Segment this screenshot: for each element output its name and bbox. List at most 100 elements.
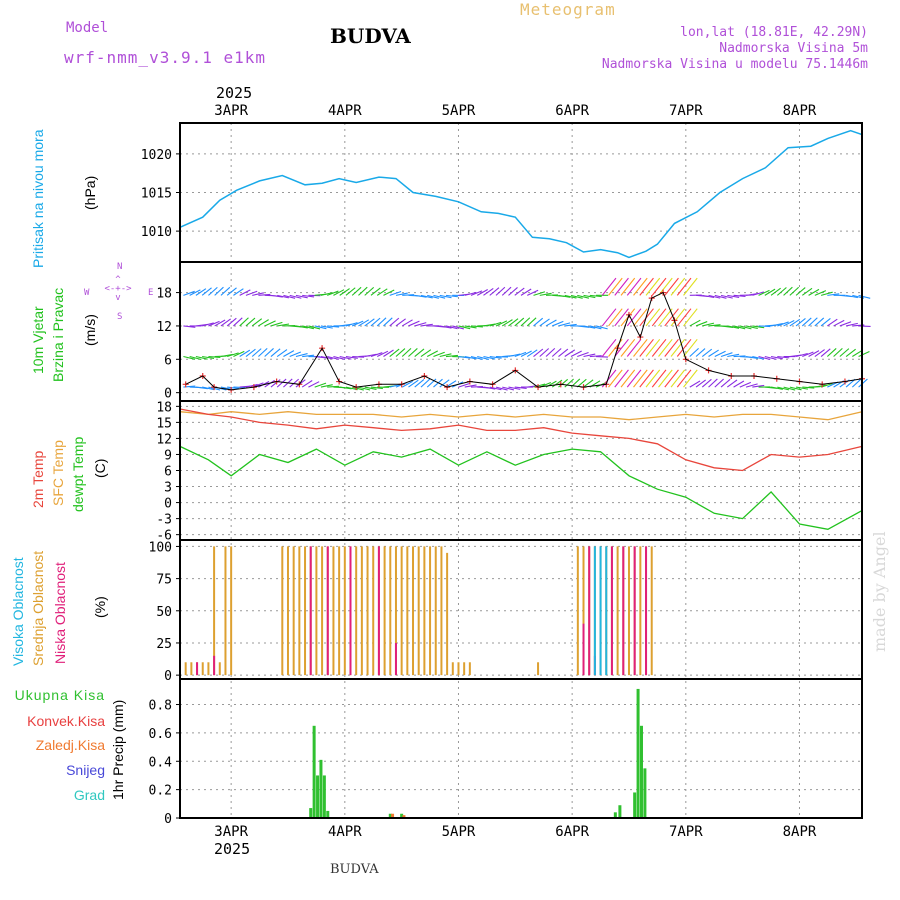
wind-barb	[708, 324, 721, 327]
wind-barb	[370, 386, 383, 390]
wind-barb	[289, 294, 302, 299]
wind-barb	[489, 386, 502, 391]
wind-barb	[777, 355, 790, 359]
wind-barb	[464, 291, 477, 296]
wind-barb	[851, 378, 862, 388]
wind-barb	[433, 294, 446, 299]
wind-barb	[233, 288, 244, 296]
wind-barb	[295, 325, 308, 329]
wind-barb	[814, 317, 825, 327]
wind-barb	[314, 382, 327, 388]
wind-barb	[214, 286, 224, 296]
wind-barb	[420, 294, 433, 299]
dewpt-line	[179, 445, 863, 530]
wind-barb	[270, 294, 283, 298]
wind-barb	[670, 277, 686, 296]
wind-barb	[220, 318, 231, 327]
temp-ylabel: (C)	[92, 458, 108, 478]
precip-total-label: Ukupna Kisa	[14, 687, 105, 703]
wind-barb	[277, 294, 290, 299]
wind-barb	[302, 325, 315, 330]
y-tick-label: 0	[164, 812, 172, 827]
wind-barb	[752, 384, 765, 388]
wind-barb	[683, 338, 698, 357]
wind-barb	[708, 378, 718, 388]
y-tick-label: 9	[164, 448, 172, 463]
sfc-temp-line	[179, 411, 863, 421]
wind-barb	[545, 319, 557, 327]
wind-barb	[526, 349, 538, 357]
wind-barb	[508, 386, 521, 390]
wind-barb	[489, 321, 502, 327]
wind-barb	[789, 386, 802, 391]
wind-barb	[802, 287, 813, 296]
precip-bar	[636, 688, 640, 818]
wind-barb	[770, 322, 783, 327]
wind-barb	[327, 385, 340, 388]
wind-barb	[789, 318, 801, 327]
wind-barb	[714, 378, 724, 388]
wind-barb	[376, 317, 387, 327]
wind-barb	[708, 294, 721, 299]
wind-barb	[564, 294, 577, 299]
wind-barb	[839, 321, 852, 327]
temp2m-label: 2m Temp	[30, 450, 46, 508]
y-tick-label: 0.6	[149, 727, 172, 742]
precip-bar	[312, 725, 316, 818]
wind-barb	[758, 355, 771, 361]
wind-barb	[758, 289, 770, 296]
wind-barb	[814, 349, 825, 357]
wind-barb	[639, 338, 654, 357]
wind-barb	[614, 369, 629, 388]
wind-title: 10m Vjetar	[30, 306, 46, 374]
wind-barb	[564, 349, 576, 357]
wind-barb	[539, 318, 550, 327]
wind-barb	[358, 286, 368, 296]
wind-barb	[770, 287, 781, 296]
wind-barb	[776, 287, 787, 296]
wind-barb	[327, 290, 339, 296]
y-tick-label: 3	[164, 481, 172, 496]
y-tick-label: 1010	[141, 225, 172, 240]
wind-barb	[245, 383, 258, 388]
wind-barb	[270, 348, 281, 357]
product-title: Meteogram	[520, 0, 616, 19]
wind-barb	[402, 294, 415, 296]
y-tick-label: -3	[156, 513, 172, 528]
compass-e: E	[148, 288, 154, 298]
x-tick-top: 4APR	[328, 103, 362, 119]
x-tick-bottom: 3APR	[214, 824, 248, 840]
wind-barb	[495, 386, 508, 391]
wind-barb	[202, 322, 214, 327]
wind-barb	[364, 318, 375, 327]
wind-barb	[226, 287, 237, 296]
wind-barb	[608, 369, 623, 388]
wind-barb	[583, 379, 594, 388]
wind-barb	[576, 378, 587, 388]
wind-barb	[470, 290, 483, 296]
wind-barb	[839, 348, 850, 357]
wind-barb	[708, 349, 719, 357]
wind-barb	[302, 294, 315, 298]
wind-barb	[501, 319, 513, 327]
y-tick-label: 15	[156, 416, 172, 431]
wind-barb	[333, 289, 345, 296]
precip-bar	[391, 813, 395, 818]
y-tick-label: 0	[164, 669, 172, 684]
wind-barb	[351, 320, 364, 327]
precip-bar	[388, 813, 392, 818]
wind-barb	[270, 321, 283, 327]
wind-barb	[483, 355, 496, 360]
y-tick-label: 0.2	[149, 784, 172, 799]
wind-barb	[258, 293, 271, 296]
wind-barb	[739, 325, 752, 330]
wind-barb	[501, 286, 512, 296]
wind-barb	[264, 320, 276, 327]
wind-barb	[364, 386, 377, 391]
compass-arrows: ^ <-+-> v	[104, 275, 132, 303]
wind-barb	[252, 292, 265, 296]
wind-barb	[820, 317, 831, 327]
x-tick-bottom: 4APR	[328, 824, 362, 840]
wind-barb	[333, 355, 346, 361]
wind-barb	[208, 355, 221, 358]
